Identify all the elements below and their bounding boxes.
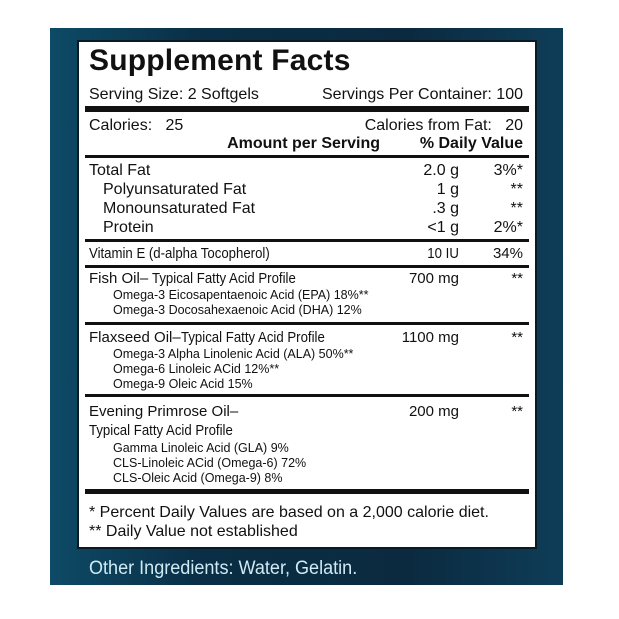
divider <box>85 265 529 268</box>
calories: Calories: 25 <box>89 117 184 134</box>
divider <box>85 155 529 158</box>
fatty-acid-item: Gamma Linoleic Acid (GLA) 9% <box>113 441 289 455</box>
supplement-facts-panel: Supplement Facts Serving Size: 2 Softgel… <box>77 40 537 549</box>
serving-size: Serving Size: 2 Softgels <box>89 86 259 103</box>
servings-per-container: Servings Per Container: 100 <box>322 86 523 103</box>
calories-from-fat: Calories from Fat: 20 <box>364 117 523 134</box>
fatty-acid-item: Omega-6 Linoleic ACid 12%** <box>113 362 280 376</box>
fatty-acid-item: Omega-3 Eicosapentaenoic Acid (EPA) 18%*… <box>113 288 369 302</box>
panel-title: Supplement Facts <box>89 44 351 77</box>
fatty-acid-item: CLS-Linoleic ACid (Omega-6) 72% <box>113 456 307 470</box>
other-ingredients: Other Ingredients: Water, Gelatin. <box>89 558 358 579</box>
fatty-acid-item: CLS-Oleic Acid (Omega-9) 8% <box>113 471 283 485</box>
divider <box>85 489 529 494</box>
fatty-acid-item: Omega-3 Alpha Linolenic Acid (ALA) 50%** <box>113 347 354 361</box>
dv-header: % Daily Value <box>419 135 523 152</box>
fatty-acid-item: Omega-9 Oleic Acid 15% <box>113 377 253 391</box>
divider <box>85 106 529 112</box>
footnote: ** Daily Value not established <box>89 523 298 540</box>
amount-header: Amount per Serving <box>227 135 380 152</box>
divider <box>85 322 529 325</box>
fatty-acid-item: Omega-3 Docosahexaenoic Acid (DHA) 12% <box>113 303 362 317</box>
divider <box>85 239 529 242</box>
footnote: * Percent Daily Values are based on a 2,… <box>89 504 489 521</box>
divider <box>85 394 529 397</box>
